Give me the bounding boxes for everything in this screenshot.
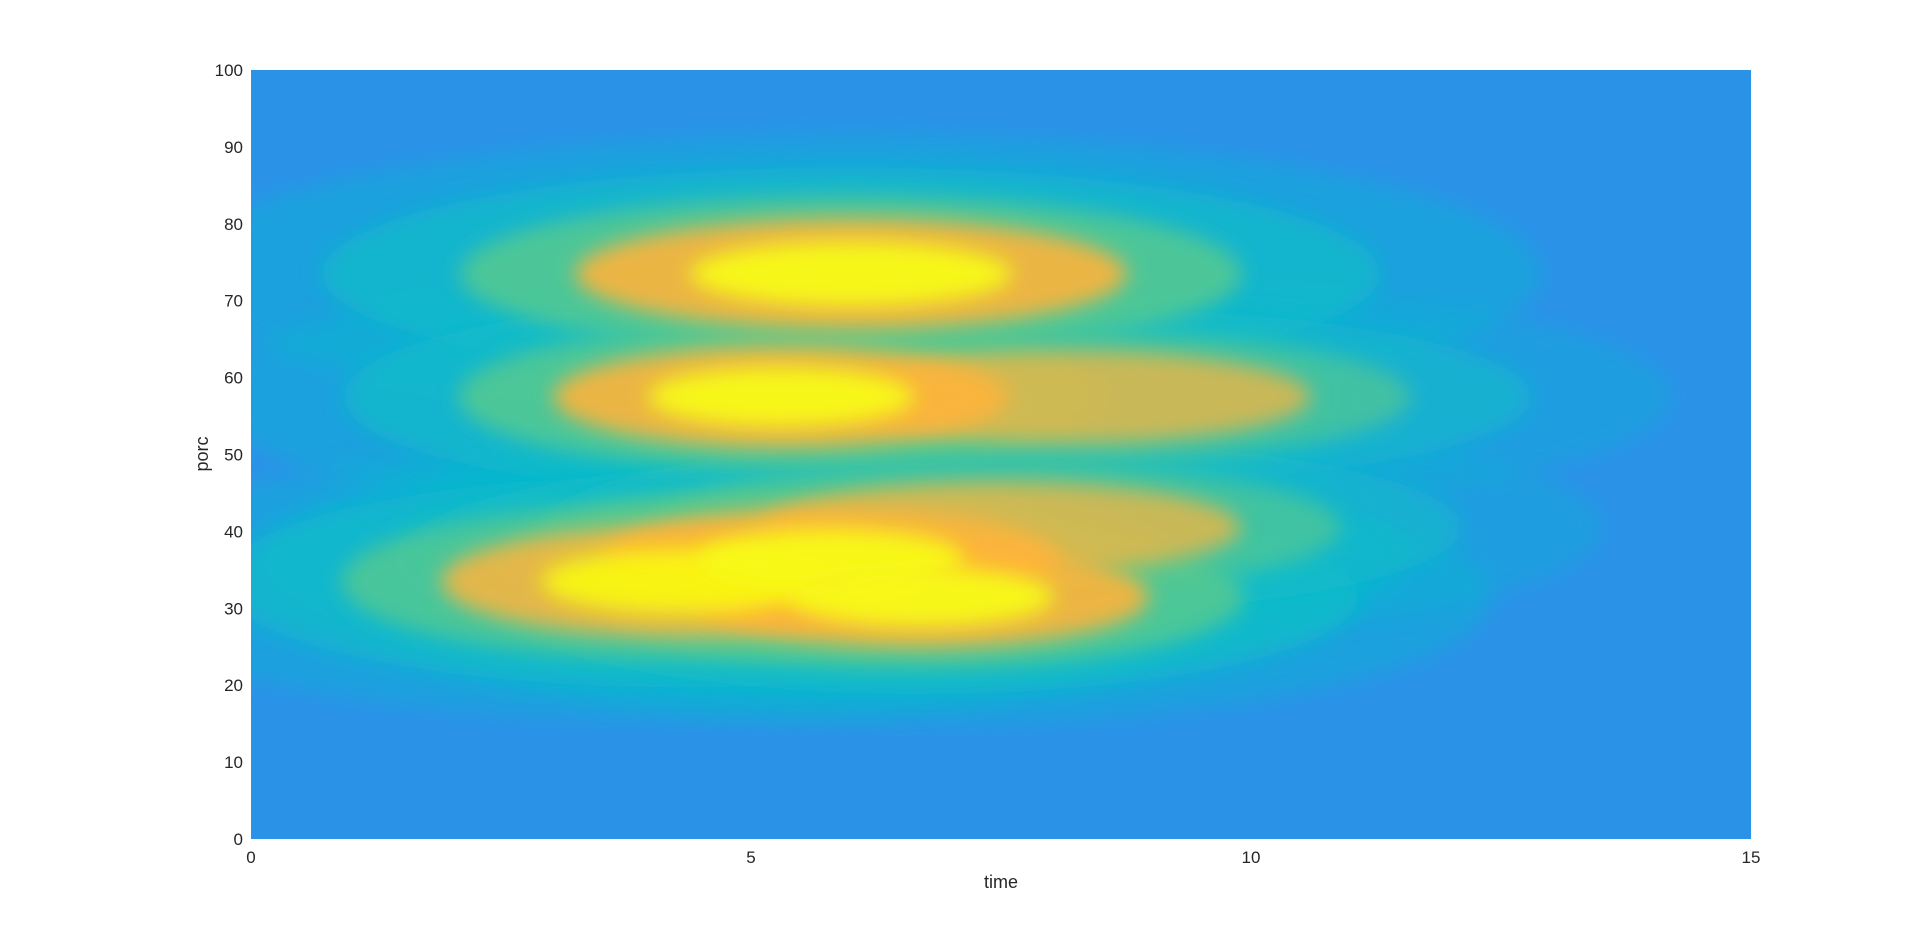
x-tick-label: 10 bbox=[1242, 848, 1261, 867]
y-tick-label: 70 bbox=[224, 292, 243, 311]
heatmap-layer bbox=[251, 135, 1671, 724]
heat-hotspot-2-level-3 bbox=[831, 350, 1311, 443]
heat-hotspot-5-level-4 bbox=[788, 567, 1054, 627]
y-tick-label: 10 bbox=[224, 753, 243, 772]
y-tick-label: 30 bbox=[224, 599, 243, 618]
y-tick-label: 50 bbox=[224, 446, 243, 465]
y-tick-label: 20 bbox=[224, 676, 243, 695]
y-tick-label: 40 bbox=[224, 522, 243, 541]
heat-hotspot-1-level-4 bbox=[648, 367, 914, 427]
x-tick-label: 15 bbox=[1742, 848, 1761, 867]
x-axis-label: time bbox=[984, 872, 1018, 892]
y-axis-ticks: 0 10 20 30 40 50 60 70 80 90 100 bbox=[215, 61, 243, 849]
heat-hotspot-0-level-4 bbox=[690, 241, 1012, 307]
x-tick-label: 5 bbox=[746, 848, 755, 867]
y-axis-label: porc bbox=[192, 436, 212, 471]
y-tick-label: 90 bbox=[224, 138, 243, 157]
y-tick-label: 0 bbox=[234, 830, 243, 849]
x-axis-ticks: 0 5 10 15 bbox=[246, 848, 1760, 867]
y-tick-label: 60 bbox=[224, 369, 243, 388]
x-tick-label: 0 bbox=[246, 848, 255, 867]
y-tick-label: 100 bbox=[215, 61, 243, 80]
y-tick-label: 80 bbox=[224, 215, 243, 234]
